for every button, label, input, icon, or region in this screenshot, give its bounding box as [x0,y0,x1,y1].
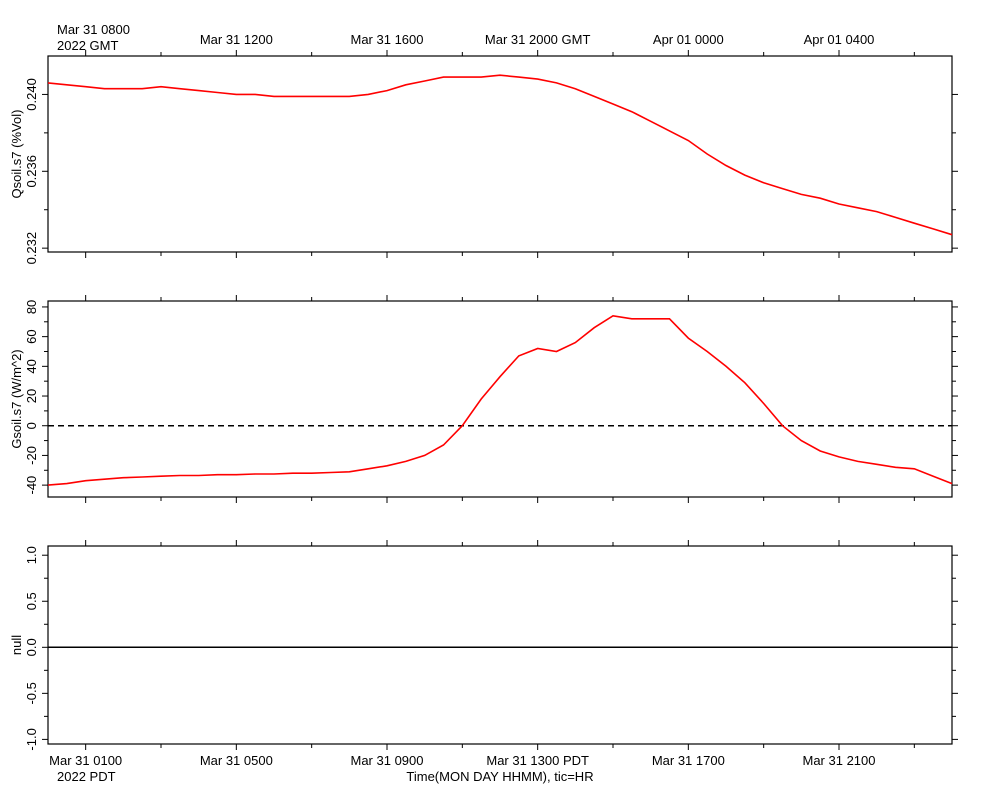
top-axis-tick-label: Apr 01 0400 [804,32,875,47]
y-tick-label: 0.240 [24,78,39,111]
y-tick-label: 40 [24,359,39,373]
bottom-axis-tick-label: Mar 31 1300 PDT [486,753,589,768]
top-axis-tick-label: Apr 01 0000 [653,32,724,47]
null-y-axis-label: null [9,635,24,655]
null-plot-frame [47,545,953,745]
y-tick-label: 80 [24,300,39,314]
x-axis-title: Time(MON DAY HHMM), tic=HR [406,769,593,784]
y-tick-label: 0.0 [24,638,39,656]
qsoil-y-axis-label: Qsoil.s7 (%Vol) [9,110,24,199]
y-tick-label: 60 [24,329,39,343]
bottom-axis-tick-label: Mar 31 0500 [200,753,273,768]
gsoil-plot-frame [47,300,953,498]
y-tick-label: 0.236 [24,155,39,188]
y-tick-label: -20 [24,446,39,465]
top-axis-year-label: 2022 GMT [57,38,118,53]
top-axis-tick-label: Mar 31 0800 [57,22,130,37]
y-tick-label: -1.0 [24,728,39,750]
y-tick-label: 0.5 [24,592,39,610]
y-tick-label: 20 [24,389,39,403]
gsoil-x-ticks [85,295,915,503]
top-axis-tick-label: Mar 31 1200 [200,32,273,47]
y-tick-label: 1.0 [24,546,39,564]
qsoil-series-line [47,74,953,236]
bottom-axis-year-label: 2022 PDT [57,769,116,784]
y-tick-label: -40 [24,476,39,495]
y-tick-label: 0 [24,422,39,429]
bottom-axis-tick-label: Mar 31 1700 [652,753,725,768]
gsoil-y-axis-label: Gsoil.s7 (W/m^2) [9,349,24,448]
qsoil-x-ticks [85,50,915,258]
bottom-axis-tick-label: Mar 31 2100 [803,753,876,768]
bottom-time-axis: Mar 31 0100 Mar 31 0500 Mar 31 0900 Mar 31 … [49,753,875,768]
y-tick-label: 0.232 [24,232,39,265]
gsoil-panel: -40 -20 0 20 40 60 80 Gsoil.s7 (W/m^2) [9,295,958,503]
bottom-axis-tick-label: Mar 31 0900 [351,753,424,768]
null-y-axis: -1.0 -0.5 0.0 0.5 1.0 [24,546,958,751]
qsoil-plot-frame [47,55,953,253]
gsoil-series-line [47,314,953,486]
null-panel: -1.0 -0.5 0.0 0.5 1.0 null [9,540,958,751]
y-tick-label: -0.5 [24,682,39,704]
bottom-axis-tick-label: Mar 31 0100 [49,753,122,768]
qsoil-y-axis: 0.232 0.236 0.240 [24,78,958,264]
gsoil-y-axis: -40 -20 0 20 40 60 80 [24,300,958,495]
top-axis-tick-label: Mar 31 2000 GMT [485,32,591,47]
null-x-ticks [85,540,915,750]
top-axis-tick-label: Mar 31 1600 [351,32,424,47]
qsoil-panel: 0.232 0.236 0.240 Qsoil.s7 (%Vol) [9,50,958,264]
top-time-axis: Mar 31 0800 Mar 31 1200 Mar 31 1600 Mar 31 … [57,22,874,47]
